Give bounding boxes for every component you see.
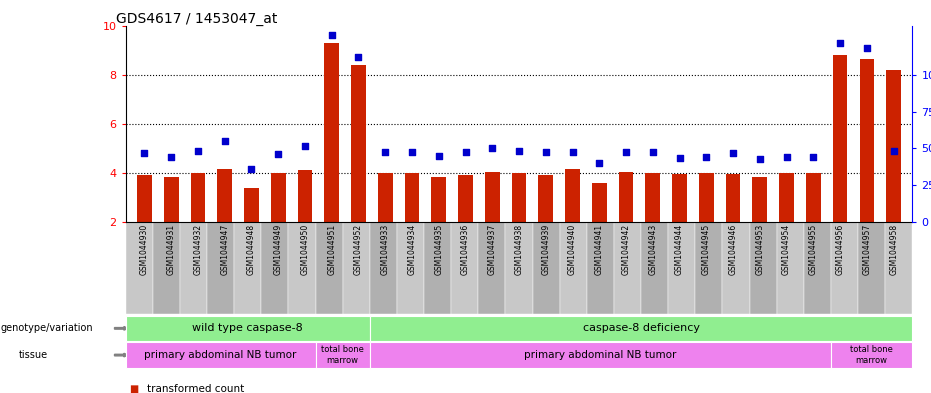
Bar bbox=[137, 175, 152, 222]
Bar bbox=[271, 173, 286, 222]
Text: primary abdominal NB tumor: primary abdominal NB tumor bbox=[524, 350, 677, 360]
Bar bbox=[538, 175, 553, 222]
Bar bbox=[164, 176, 179, 222]
Bar bbox=[485, 172, 500, 222]
Point bbox=[217, 138, 232, 144]
Bar bbox=[512, 173, 526, 222]
Bar bbox=[619, 172, 633, 222]
Bar bbox=[699, 173, 714, 222]
Point bbox=[752, 156, 767, 163]
Point bbox=[191, 148, 206, 154]
Bar bbox=[324, 43, 339, 222]
Point bbox=[832, 40, 847, 46]
Bar bbox=[832, 55, 847, 222]
Text: transformed count: transformed count bbox=[147, 384, 244, 393]
Text: total bone
marrow: total bone marrow bbox=[850, 345, 893, 365]
Point bbox=[859, 44, 874, 51]
Point bbox=[271, 151, 286, 158]
Text: tissue: tissue bbox=[19, 350, 47, 360]
Text: ■: ■ bbox=[130, 384, 142, 393]
Bar bbox=[244, 187, 259, 222]
Point bbox=[164, 154, 179, 160]
Point bbox=[672, 155, 687, 161]
Bar bbox=[217, 169, 232, 222]
Point bbox=[324, 32, 339, 39]
Point bbox=[779, 154, 794, 160]
Text: primary abdominal NB tumor: primary abdominal NB tumor bbox=[144, 350, 297, 360]
Point bbox=[137, 150, 152, 156]
Bar bbox=[672, 174, 687, 222]
Bar bbox=[859, 59, 874, 222]
Bar bbox=[592, 183, 607, 222]
Point bbox=[458, 149, 473, 155]
Point bbox=[298, 143, 313, 149]
Bar bbox=[886, 70, 901, 222]
Text: caspase-8 deficiency: caspase-8 deficiency bbox=[583, 323, 699, 333]
Bar bbox=[779, 173, 794, 222]
Bar bbox=[645, 173, 660, 222]
Bar bbox=[806, 173, 821, 222]
Point bbox=[244, 166, 259, 173]
Bar bbox=[191, 173, 206, 222]
Point bbox=[886, 148, 901, 154]
Point bbox=[405, 149, 420, 155]
Point bbox=[592, 160, 607, 166]
Bar bbox=[378, 173, 393, 222]
Point bbox=[538, 149, 553, 155]
Bar bbox=[405, 173, 419, 222]
Bar bbox=[752, 176, 767, 222]
Bar bbox=[565, 169, 580, 222]
Point bbox=[645, 149, 660, 155]
Point bbox=[618, 149, 633, 155]
Point bbox=[351, 54, 366, 61]
Text: genotype/variation: genotype/variation bbox=[1, 323, 93, 333]
Bar bbox=[298, 171, 312, 222]
Text: GDS4617 / 1453047_at: GDS4617 / 1453047_at bbox=[116, 12, 277, 26]
Bar bbox=[351, 65, 366, 222]
Point bbox=[485, 145, 500, 151]
Point bbox=[431, 152, 446, 159]
Point bbox=[378, 149, 393, 155]
Bar bbox=[458, 175, 473, 222]
Text: total bone
marrow: total bone marrow bbox=[321, 345, 364, 365]
Point bbox=[512, 148, 527, 154]
Point bbox=[565, 149, 580, 155]
Point bbox=[806, 154, 821, 160]
Text: wild type caspase-8: wild type caspase-8 bbox=[193, 323, 304, 333]
Bar bbox=[726, 174, 740, 222]
Point bbox=[725, 150, 740, 156]
Point bbox=[699, 154, 714, 160]
Bar bbox=[431, 176, 446, 222]
